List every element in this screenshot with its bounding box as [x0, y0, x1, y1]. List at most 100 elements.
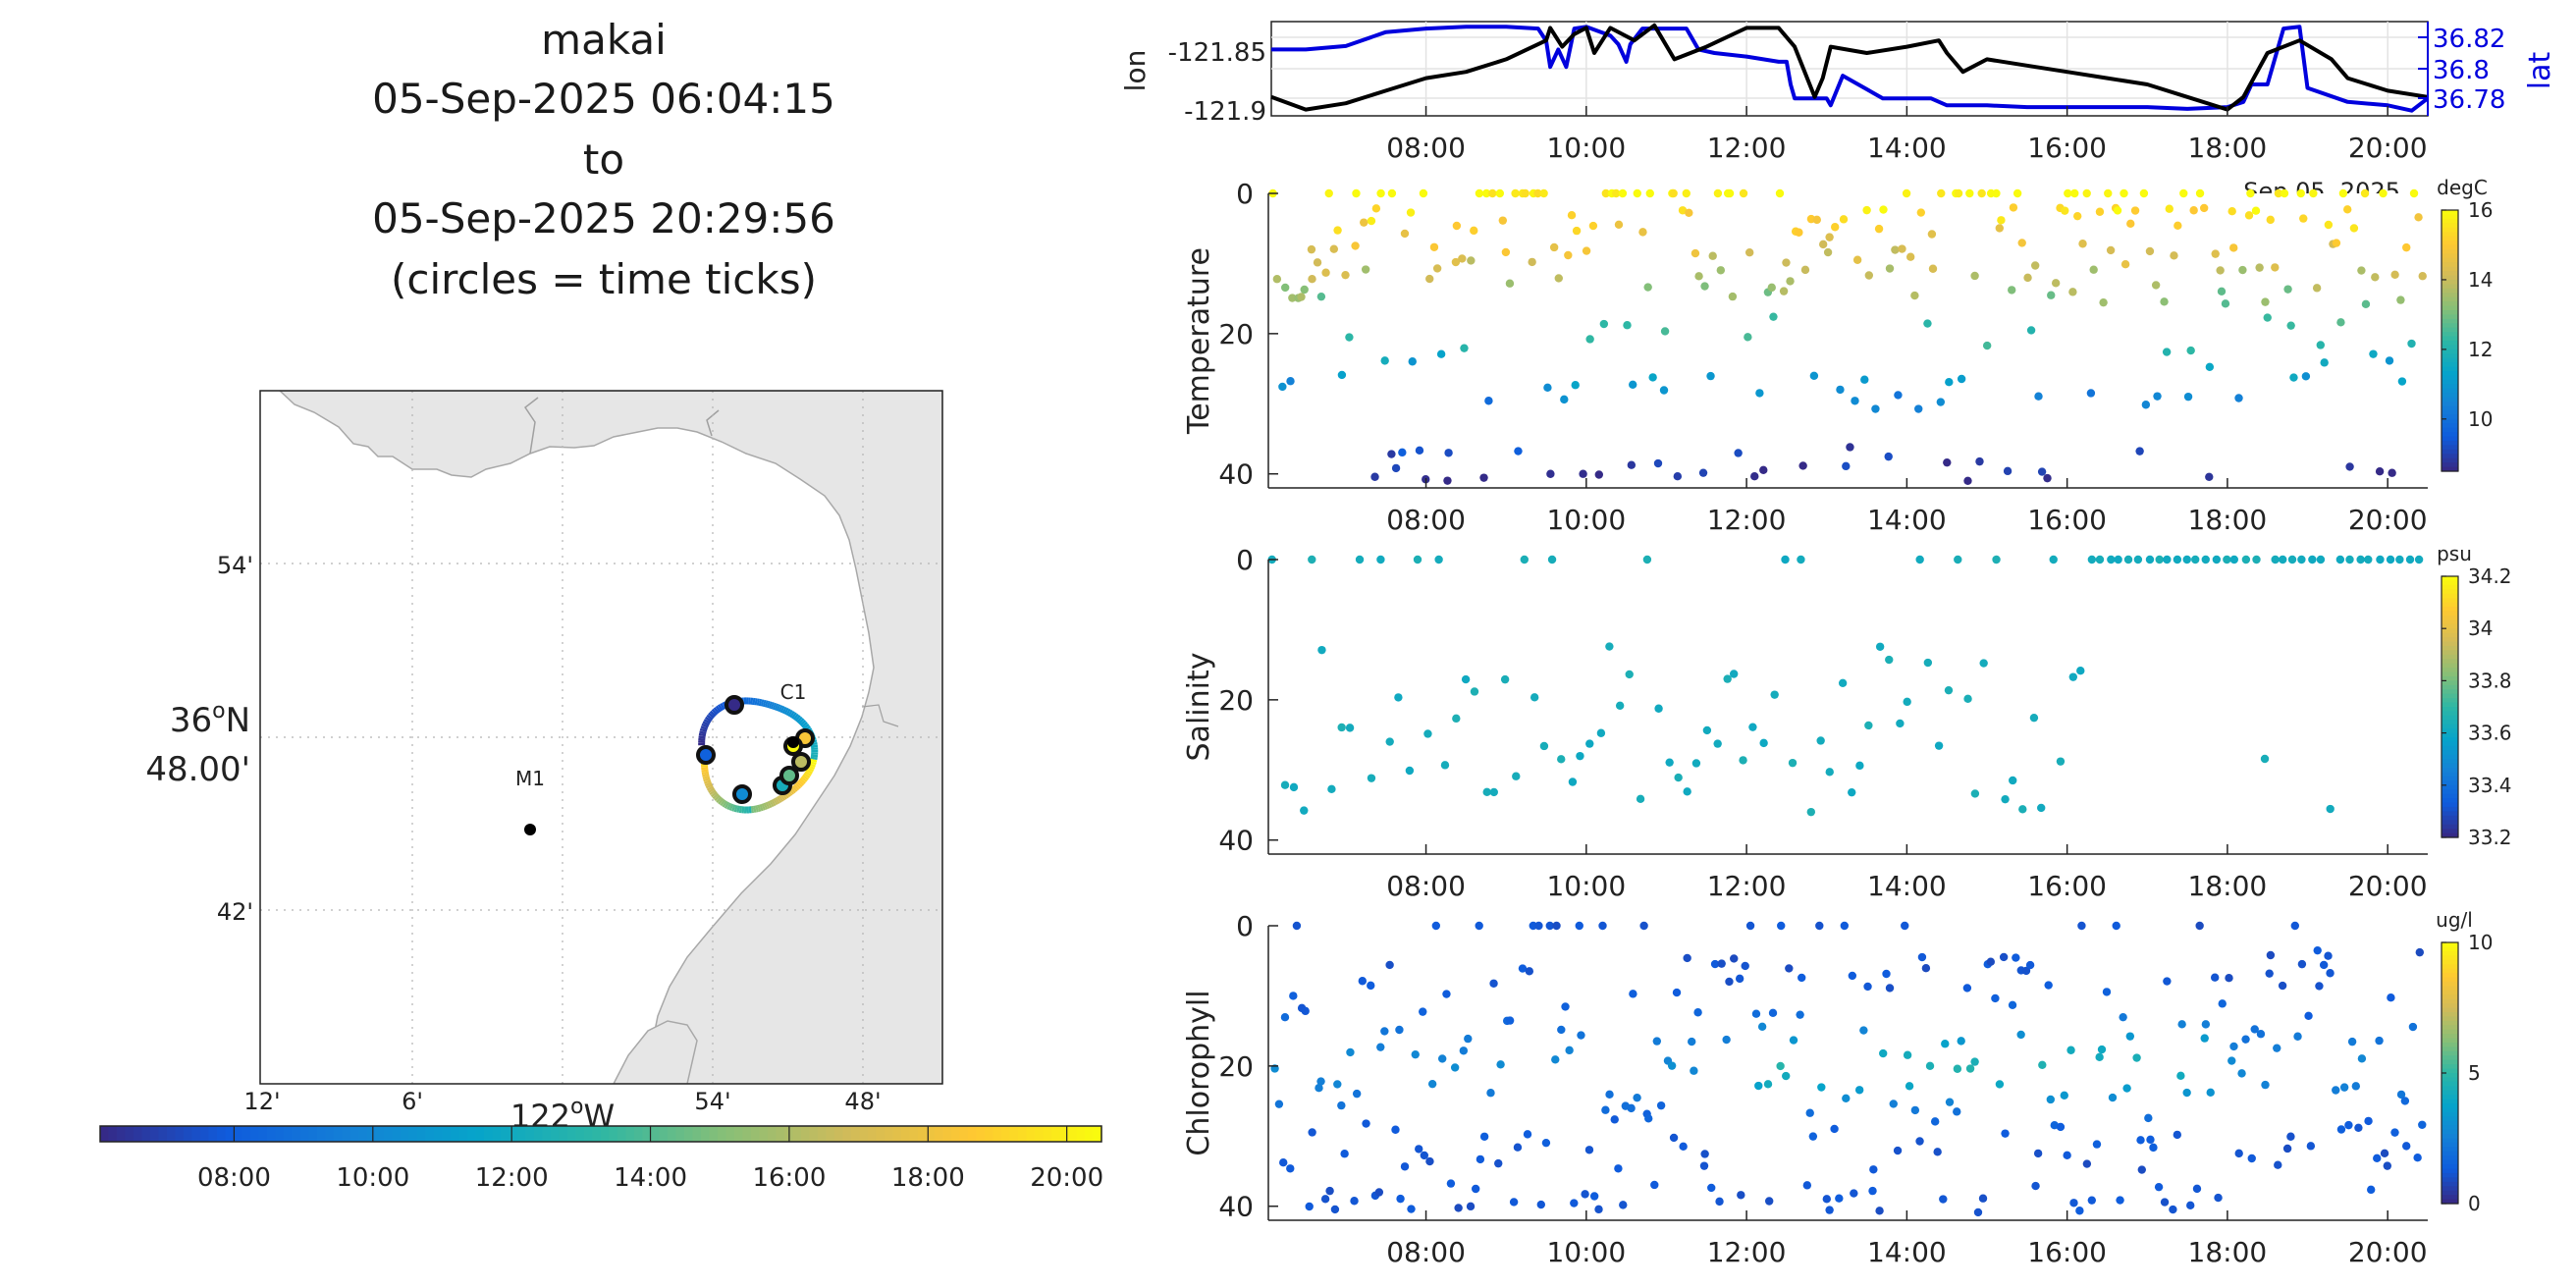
temp-data-point [1611, 188, 1621, 198]
chl-data-point [1978, 1194, 1988, 1203]
chl-data-point [2177, 1020, 2186, 1029]
temp-colorbar-segment [2442, 357, 2458, 363]
chl-data-point [2324, 951, 2333, 960]
chl-colorbar-segment [2442, 1129, 2458, 1135]
chl-data-point [2408, 1022, 2418, 1032]
sal-colorbar-segment [2442, 745, 2458, 751]
sal-data-point [1954, 555, 1962, 564]
chl-data-point [1765, 1197, 1774, 1206]
time-colorbar-segment [1026, 1126, 1036, 1142]
temp-data-point [1706, 371, 1715, 381]
chl-data-point [1699, 1161, 1709, 1170]
temp-colorbar-segment [2442, 336, 2458, 342]
lat-axis-label: lat [2523, 52, 2557, 90]
track-segment [720, 799, 726, 807]
chl-x-tick-label: 20:00 [2348, 1236, 2428, 1268]
track-segment [703, 779, 712, 784]
chl-data-point [1882, 969, 1891, 979]
chl-data-point [1722, 1035, 1731, 1045]
chl-data-point [2418, 1120, 2427, 1129]
sal-data-point [1654, 704, 1663, 713]
temp-data-point [2357, 266, 2366, 275]
track-segment [705, 783, 714, 789]
chl-data-point [1745, 921, 1755, 931]
chl-data-point [1391, 1125, 1400, 1134]
track-segment [767, 800, 773, 809]
chl-data-point [1710, 959, 1720, 969]
temp-data-point [1992, 188, 2001, 198]
track-segment [800, 776, 808, 782]
sal-colorbar-segment [2442, 584, 2458, 590]
time-colorbar-segment [1068, 1126, 1078, 1142]
sal-data-point [2133, 555, 2143, 564]
chl-data-point [1863, 982, 1872, 992]
chl-data-point [1565, 1046, 1574, 1055]
sal-colorbar-segment [2442, 628, 2458, 634]
temp-colorbar-segment [2442, 296, 2458, 302]
temp-data-point [1443, 476, 1452, 485]
temp-colorbar-segment [2442, 345, 2458, 350]
chl-data-point [1869, 1165, 1878, 1174]
chl-colorbar-segment [2442, 1077, 2458, 1083]
temp-data-point [2409, 188, 2419, 198]
time-colorbar-segment [742, 1126, 752, 1142]
track-segment [708, 712, 716, 720]
time-colorbar-segment [267, 1126, 277, 1142]
temp-colorbar-segment [2442, 440, 2458, 446]
sal-data-point [1308, 555, 1316, 564]
chl-data-point [2313, 945, 2322, 955]
chl-data-point [1427, 1079, 1437, 1089]
sal-data-point [1300, 806, 1309, 815]
sal-data-point [2241, 555, 2251, 564]
chl-data-point [2225, 973, 2233, 983]
sal-data-point [1797, 555, 1805, 564]
temp-colorbar-frame [2441, 209, 2459, 472]
chl-data-point [2046, 1095, 2056, 1104]
temp-data-point [1708, 251, 1717, 260]
time-colorbar-segment [792, 1126, 802, 1142]
temp-data-point [2312, 284, 2322, 293]
chl-data-point [1525, 967, 1534, 976]
temp-data-point [1874, 224, 1884, 234]
track-segment [731, 804, 736, 812]
temp-data-point [1337, 370, 1347, 380]
chl-data-point [1545, 921, 1554, 931]
sal-colorbar-segment [2442, 824, 2458, 830]
sal-colorbar-segment [2442, 693, 2458, 699]
sal-data-point [2068, 672, 2078, 681]
time-colorbar-ticks: 08:00 10:00 12:00 14:00 16:00 18:00 20:00 [197, 1126, 1103, 1193]
chl-colorbar-segment [2442, 998, 2458, 1004]
sal-data-point [1530, 693, 1539, 702]
track-segment [786, 788, 793, 796]
chl-data-point [1411, 1049, 1420, 1059]
temp-data-point [1739, 188, 1748, 198]
chl-data-point [1953, 1064, 1962, 1073]
track-segment [716, 796, 723, 803]
chl-data-point [1672, 988, 1682, 997]
track-segment [702, 775, 711, 779]
chl-data-point [1605, 1090, 1614, 1100]
chl-data-point [1879, 1048, 1888, 1058]
sal-data-point [2287, 555, 2297, 564]
sal-data-point [2297, 555, 2306, 564]
sal-data-point [2223, 555, 2231, 564]
time-colorbar-segment [451, 1126, 460, 1142]
map-river-1 [523, 397, 539, 455]
temp-colorbar-segment [2442, 332, 2458, 338]
time-colorbar-segment [401, 1126, 410, 1142]
chl-data-point [2119, 1012, 2127, 1022]
time-colorbar-segment [926, 1126, 936, 1142]
chl-data-point [1805, 1108, 1814, 1117]
time-colorbar-segment [801, 1126, 811, 1142]
time-colorbar-segment [959, 1126, 969, 1142]
time-colorbar-segment [184, 1126, 193, 1142]
chl-data-point [2066, 1046, 2075, 1054]
chl-data-point [1395, 1025, 1404, 1035]
sal-x-tick-label: 14:00 [1867, 870, 1947, 902]
chl-data-point [1598, 921, 1607, 931]
sal-data-point [1376, 555, 1385, 564]
track-segment [704, 781, 713, 787]
chl-data-point [1633, 1093, 1641, 1102]
sal-data-point [2395, 555, 2404, 564]
track-segment [784, 790, 791, 798]
